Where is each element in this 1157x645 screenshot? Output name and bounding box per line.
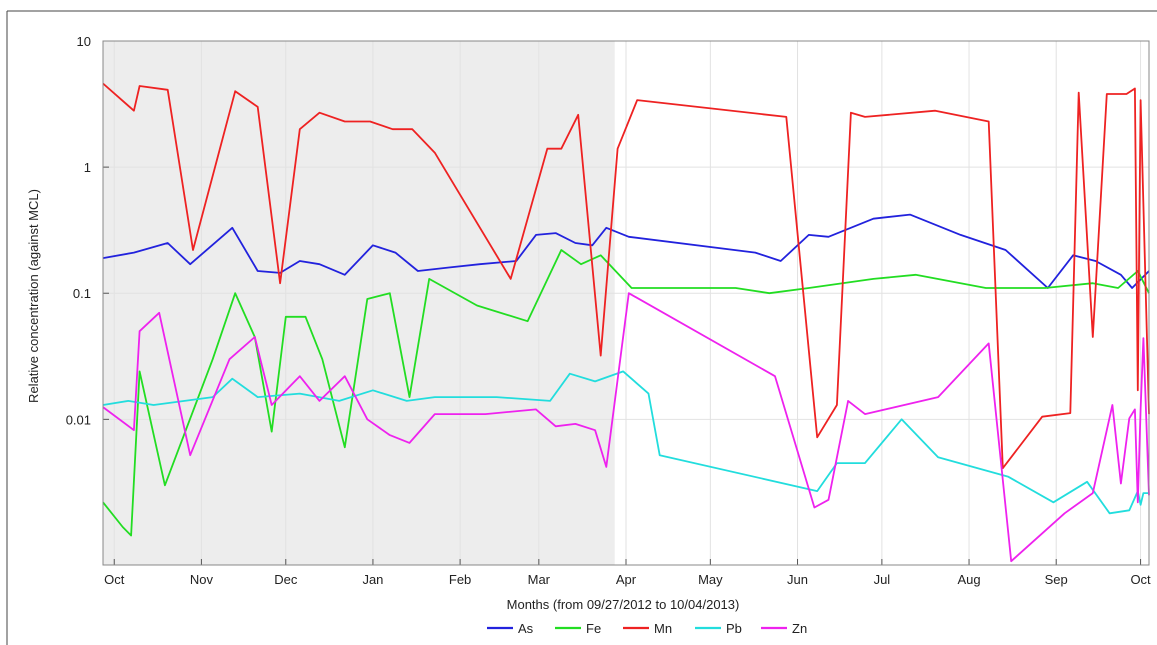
- x-tick-label: Sep: [1045, 572, 1068, 587]
- x-tick-label: Mar: [528, 572, 551, 587]
- shaded-period: [103, 41, 615, 565]
- x-tick-label: Jul: [874, 572, 891, 587]
- legend-label-as: As: [518, 621, 534, 636]
- x-tick-label: May: [698, 572, 723, 587]
- x-tick-label: Oct: [104, 572, 125, 587]
- x-axis-label: Months (from 09/27/2012 to 10/04/2013): [507, 597, 740, 612]
- series-line-zn: [102, 292, 1150, 563]
- series-line-pb: [102, 370, 1149, 515]
- x-tick-label: Jun: [787, 572, 808, 587]
- legend-label-pb: Pb: [726, 621, 742, 636]
- legend-label-mn: Mn: [654, 621, 672, 636]
- series-line-fe: [102, 249, 1150, 537]
- series-line-as: [102, 213, 1150, 289]
- legend-label-fe: Fe: [586, 621, 601, 636]
- x-tick-label: Feb: [449, 572, 471, 587]
- x-tick-label: Nov: [190, 572, 214, 587]
- legend-label-zn: Zn: [792, 621, 807, 636]
- x-tick-label: Dec: [274, 572, 298, 587]
- x-tick-label: Aug: [957, 572, 980, 587]
- y-tick-label: 1: [84, 160, 91, 175]
- y-axis-label: Relative concentration (against MCL): [26, 189, 41, 403]
- y-tick-label: 10: [77, 34, 91, 49]
- plot-area: 10 1 0.1 0.01 Oct Nov Dec Jan Feb Mar Apr May Jun Jul…: [66, 34, 1151, 587]
- axes-box: [102, 40, 1150, 566]
- y-tick-label: 0.1: [73, 286, 91, 301]
- y-tick-label: 0.01: [66, 412, 91, 427]
- x-tick-label: Apr: [616, 572, 637, 587]
- x-tick-label: Jan: [362, 572, 383, 587]
- legend: As Fe Mn Pb Zn: [487, 621, 807, 636]
- series-line-mn: [102, 82, 1150, 470]
- x-tick-label: Oct: [1130, 572, 1151, 587]
